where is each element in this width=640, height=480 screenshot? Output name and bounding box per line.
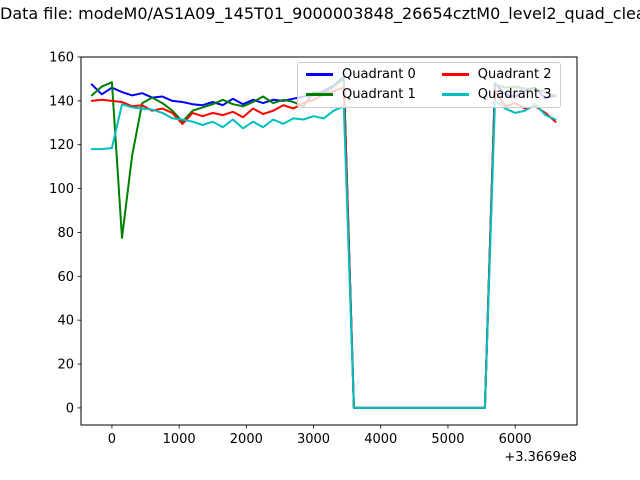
y-tick-label: 20	[57, 358, 74, 373]
y-tick-label: 140	[49, 94, 74, 109]
x-tick-label: 4000	[364, 432, 397, 447]
legend-line-quadrant-3	[441, 92, 469, 96]
y-tick-label: 100	[49, 182, 74, 197]
x-tick-label: 0	[108, 432, 116, 447]
legend-entry-quadrant-2: Quadrant 2	[441, 67, 552, 83]
x-tick-label: 1000	[163, 432, 196, 447]
series-line-quadrant-3	[90, 99, 557, 409]
y-tick-label: 120	[49, 138, 74, 153]
legend-line-quadrant-0	[306, 73, 333, 77]
x-tick-label: 3000	[297, 432, 330, 447]
plot-border	[80, 56, 578, 426]
y-tick-label: 0	[66, 401, 74, 416]
legend-label-quadrant-3: Quadrant 3	[477, 86, 552, 102]
y-tick-label: 40	[57, 314, 74, 329]
legend-entry-quadrant-3: Quadrant 3	[441, 86, 552, 103]
x-tick-label: 6000	[499, 432, 532, 447]
legend-line-quadrant-1	[306, 92, 333, 96]
legend-label-quadrant-1: Quadrant 1	[342, 86, 416, 102]
legend-label-quadrant-0: Quadrant 0	[342, 67, 416, 82]
x-tick-label: 2000	[230, 432, 263, 447]
legend-entry-quadrant-0: Quadrant 0	[306, 67, 416, 83]
x-tick-label: 5000	[431, 432, 464, 447]
legend-line-quadrant-2	[441, 73, 469, 77]
y-tick-label: 80	[57, 226, 74, 241]
x-axis-offset-label: +3.3669e8	[504, 450, 577, 465]
chart-title: Data file: modeM0/AS1A09_145T01_90000038…	[0, 4, 640, 23]
y-tick-label: 160	[49, 51, 74, 66]
legend-label-quadrant-2: Quadrant 2	[477, 67, 552, 82]
legend-entry-quadrant-1: Quadrant 1	[306, 87, 416, 103]
legend: Quadrant 0 Quadrant 1 Quadrant 2 Quadran…	[297, 62, 561, 109]
y-tick-label: 60	[57, 270, 74, 285]
